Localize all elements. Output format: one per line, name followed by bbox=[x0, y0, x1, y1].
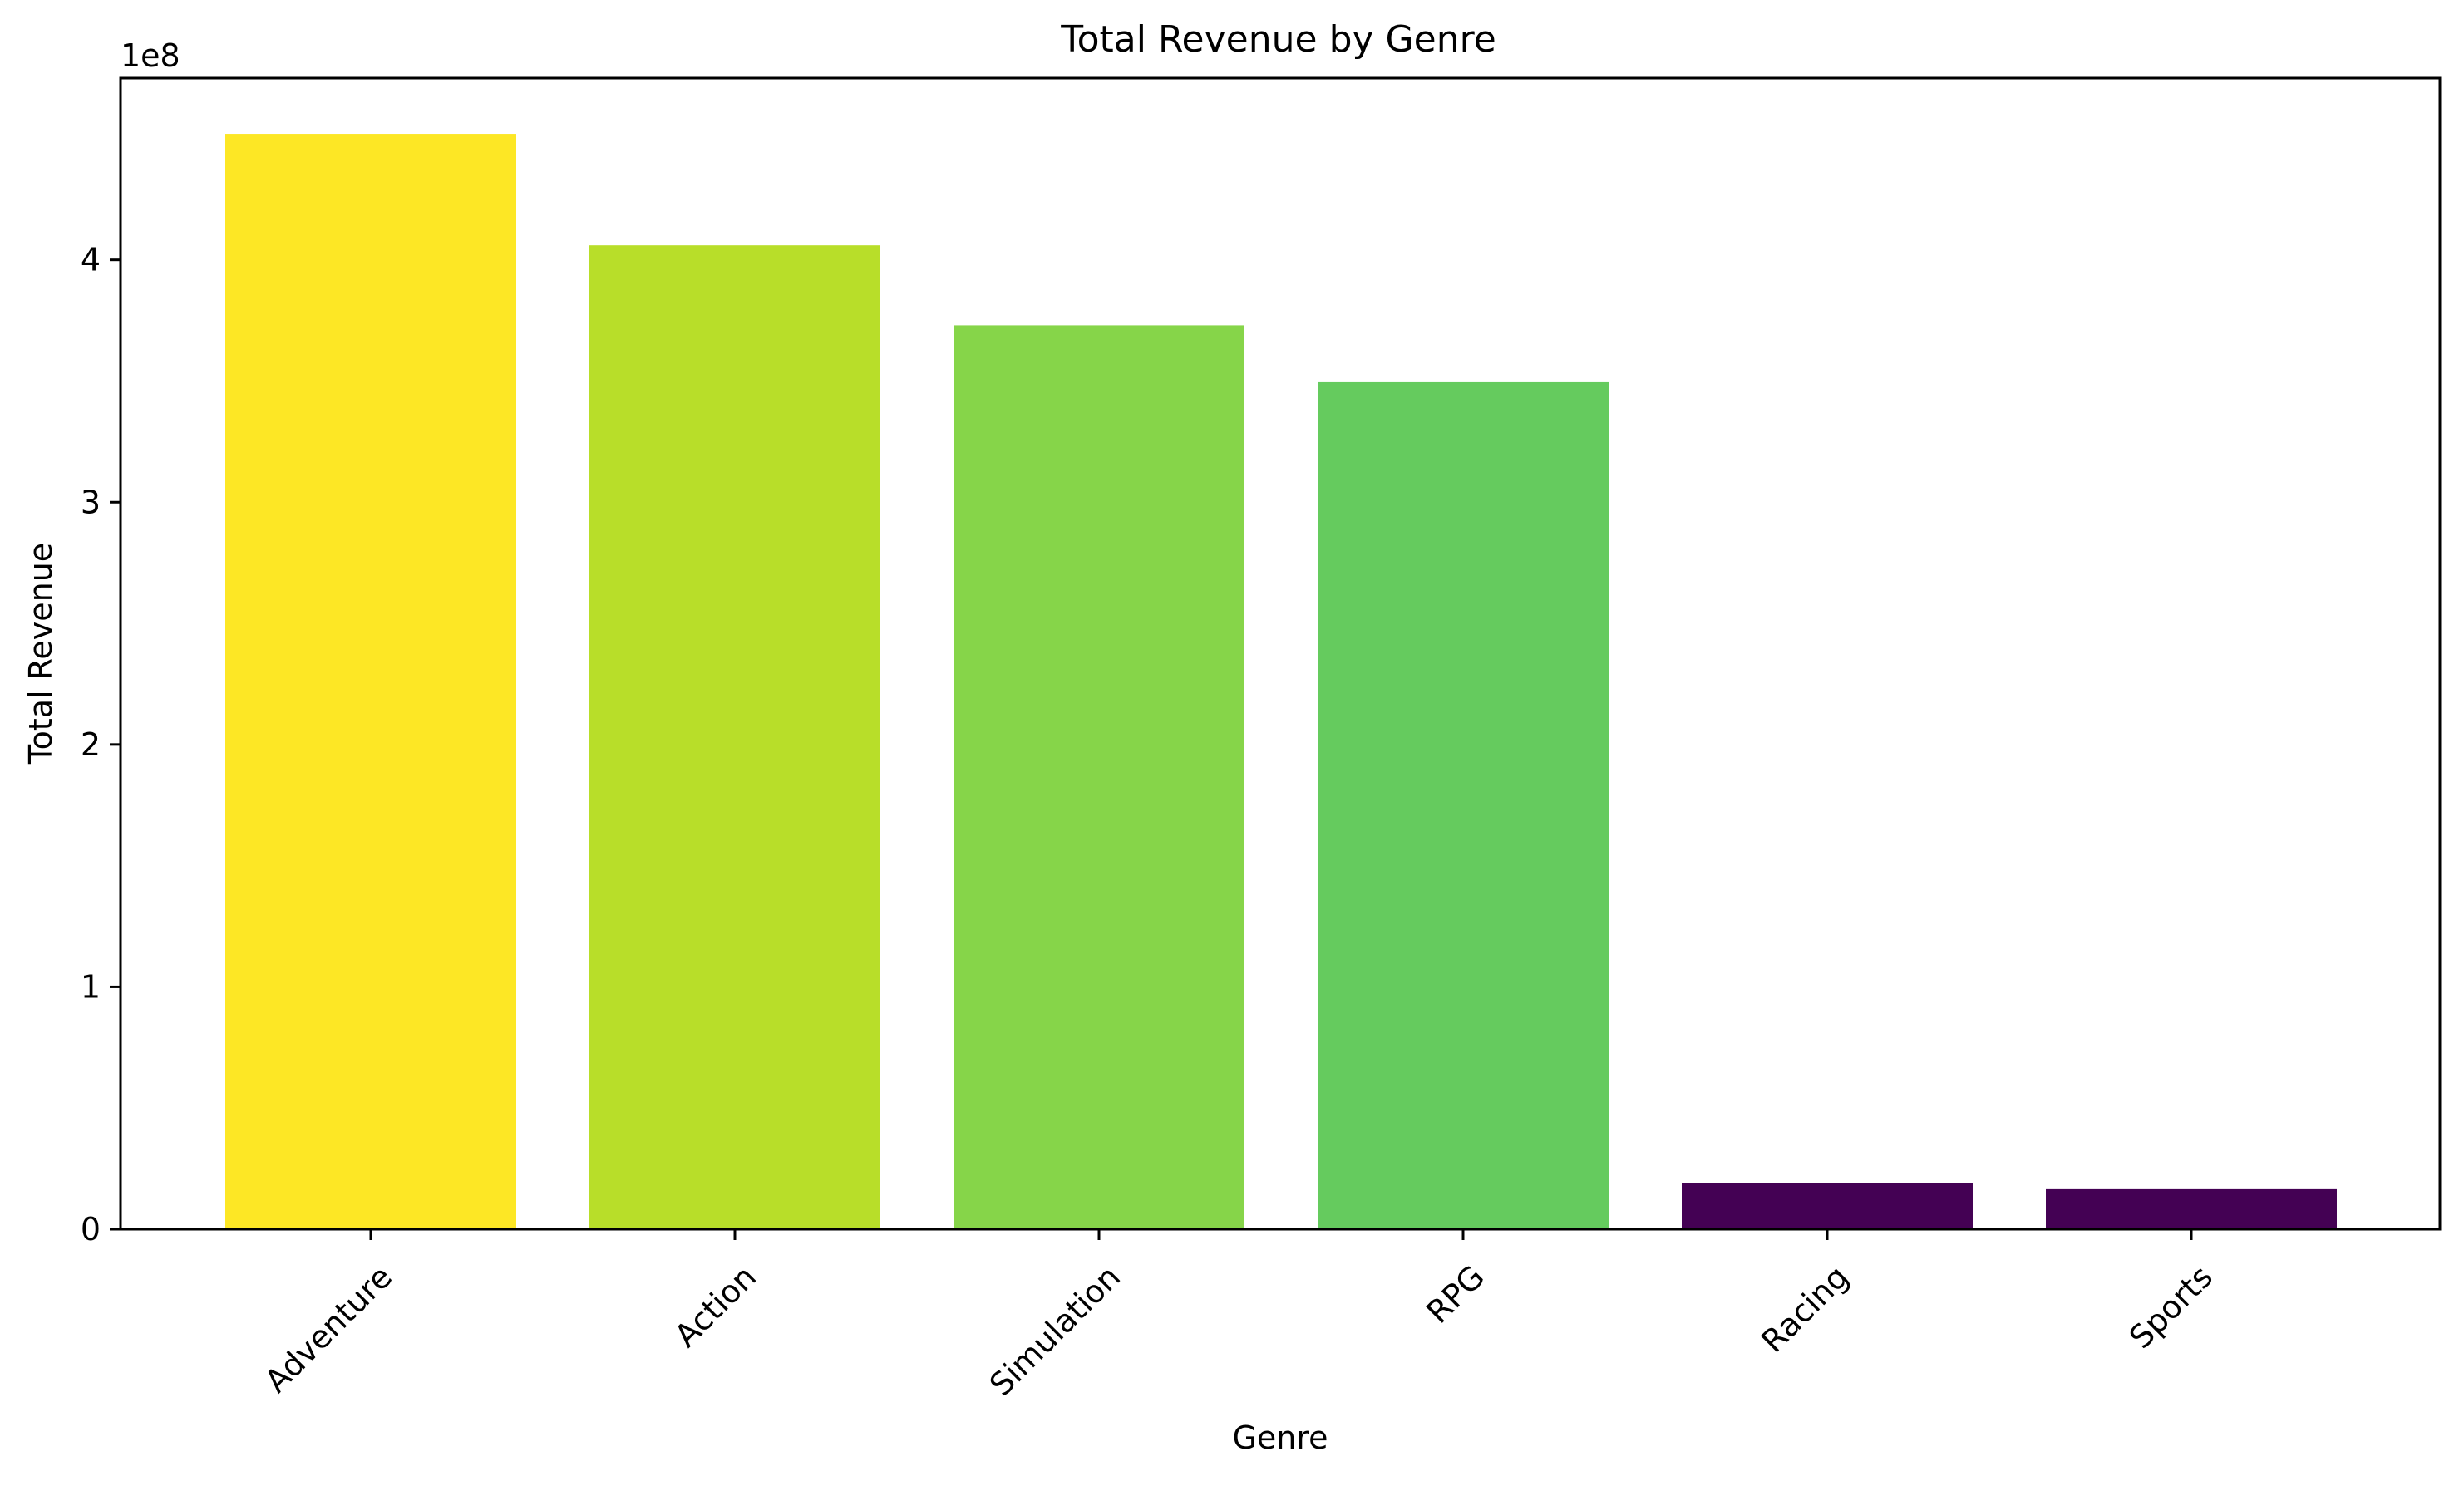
y-tick-label: 2 bbox=[81, 726, 101, 763]
bar-simulation bbox=[954, 325, 1244, 1229]
y-tick-label: 3 bbox=[81, 484, 101, 520]
x-axis-label: Genre bbox=[1232, 1420, 1328, 1456]
bar-rpg bbox=[1318, 381, 1609, 1229]
bar-adventure bbox=[225, 134, 516, 1230]
y-tick-label: 0 bbox=[81, 1211, 101, 1247]
bar-sports bbox=[2046, 1188, 2337, 1229]
bar-racing bbox=[1682, 1183, 1973, 1229]
bar-group bbox=[225, 134, 2337, 1230]
plot-area-frame bbox=[119, 76, 2442, 1231]
y-tick-label: 1 bbox=[81, 968, 101, 1005]
y-axis-label: Total Revenue bbox=[22, 543, 59, 765]
y-axis-offset-text: 1e8 bbox=[121, 37, 180, 74]
chart-title: Total Revenue by Genre bbox=[1060, 18, 1496, 61]
bar-action bbox=[589, 245, 880, 1230]
y-tick-label: 4 bbox=[81, 242, 101, 278]
